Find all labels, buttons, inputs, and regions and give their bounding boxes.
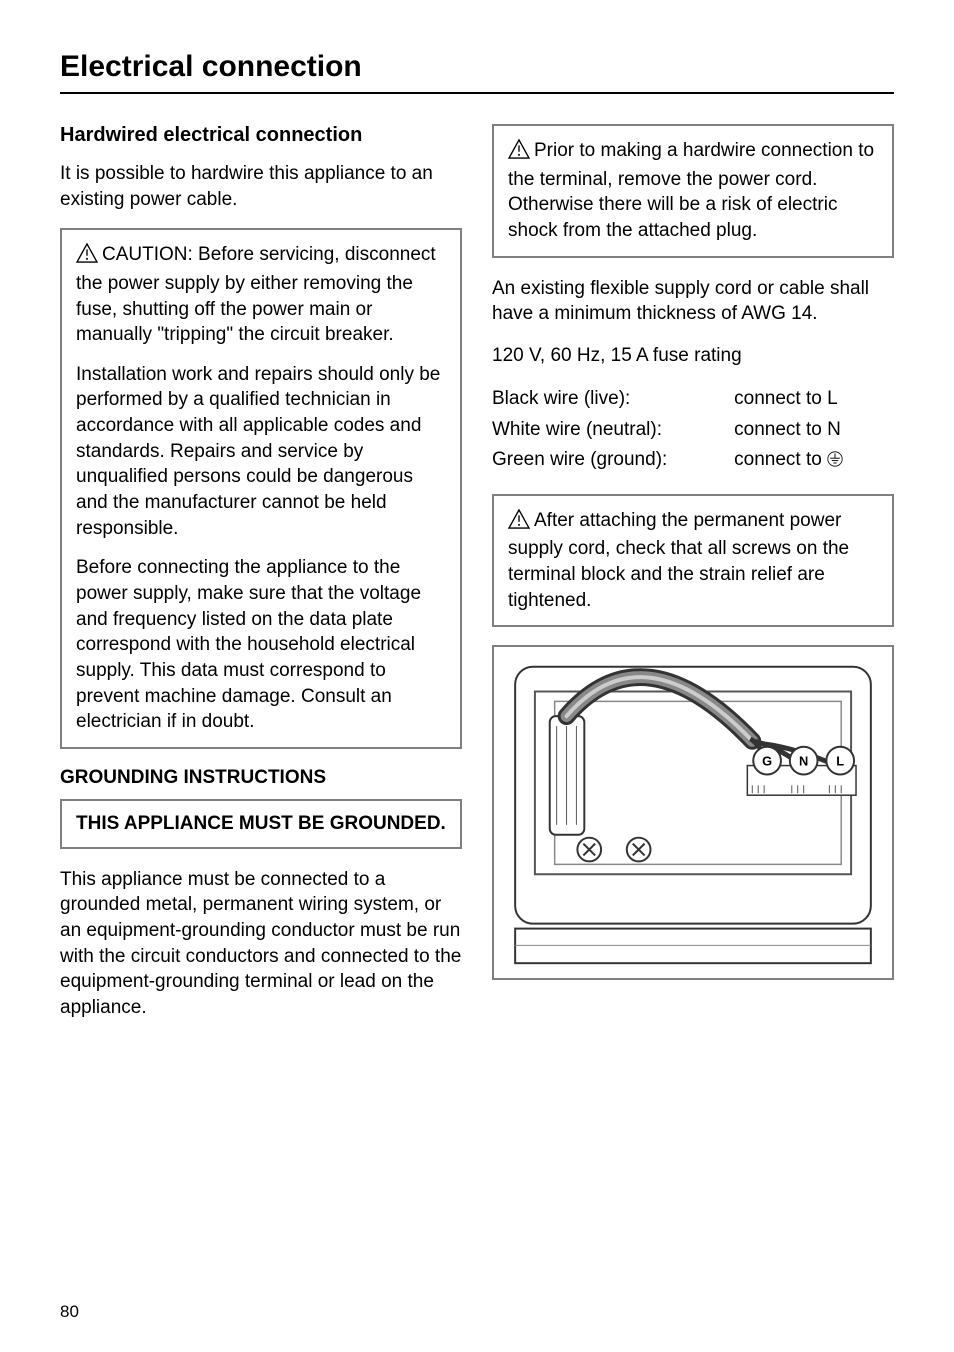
- caution-p3: Before connecting the appliance to the p…: [76, 555, 446, 734]
- grounding-heading: GROUNDING INSTRUCTIONS: [60, 767, 462, 789]
- warning-2-text-wrap: After attaching the permanent power supp…: [508, 508, 878, 614]
- grounded-box: THIS APPLIANCE MUST BE GROUNDED.: [60, 799, 462, 849]
- white-wire-label: White wire (neutral):: [492, 415, 734, 445]
- grounded-paragraph: This appliance must be connected to a gr…: [60, 867, 462, 1021]
- warning-1-text-wrap: Prior to making a hardwire connection to…: [508, 138, 878, 244]
- warning-2-text: After attaching the permanent power supp…: [508, 510, 849, 611]
- svg-text:L: L: [836, 754, 844, 769]
- svg-text:G: G: [762, 754, 772, 769]
- hardwired-heading: Hardwired electrical connection: [60, 124, 462, 147]
- caution-p2: Installation work and repairs should onl…: [76, 362, 446, 541]
- white-wire-value: connect to N: [734, 415, 894, 445]
- green-wire-value: connect to: [734, 445, 894, 475]
- caution-p1: CAUTION: Before servicing, disconnect th…: [76, 242, 446, 348]
- caution-p1-text: CAUTION: Before servicing, disconnect th…: [76, 244, 436, 345]
- grounded-box-text: THIS APPLIANCE MUST BE GROUNDED.: [76, 813, 446, 835]
- two-column-layout: Hardwired electrical connection It is po…: [60, 124, 894, 1037]
- terminal-diagram: G N L: [492, 645, 894, 980]
- ground-icon: [827, 449, 843, 470]
- svg-text:N: N: [799, 754, 808, 769]
- warning-icon: [508, 139, 530, 167]
- caution-box: CAUTION: Before servicing, disconnect th…: [60, 228, 462, 749]
- warning-icon: [76, 243, 98, 271]
- wire-table: Black wire (live): connect to L White wi…: [492, 384, 894, 475]
- green-wire-label: Green wire (ground):: [492, 445, 734, 475]
- wire-row-green: Green wire (ground): connect to: [492, 445, 894, 475]
- fuse-rating: 120 V, 60 Hz, 15 A fuse rating: [492, 343, 894, 369]
- green-wire-value-prefix: connect to: [734, 449, 827, 470]
- warning-box-1: Prior to making a hardwire connection to…: [492, 124, 894, 258]
- supply-cord-paragraph: An existing flexible supply cord or cabl…: [492, 276, 894, 327]
- left-column: Hardwired electrical connection It is po…: [60, 124, 462, 1037]
- warning-icon: [508, 509, 530, 537]
- wire-row-black: Black wire (live): connect to L: [492, 384, 894, 414]
- warning-box-2: After attaching the permanent power supp…: [492, 494, 894, 628]
- right-column: Prior to making a hardwire connection to…: [492, 124, 894, 1037]
- black-wire-label: Black wire (live):: [492, 384, 734, 414]
- page-title: Electrical connection: [60, 50, 894, 94]
- intro-paragraph: It is possible to hardwire this applianc…: [60, 161, 462, 212]
- wire-row-white: White wire (neutral): connect to N: [492, 415, 894, 445]
- black-wire-value: connect to L: [734, 384, 894, 414]
- warning-1-text: Prior to making a hardwire connection to…: [508, 140, 874, 241]
- page-number: 80: [60, 1302, 79, 1322]
